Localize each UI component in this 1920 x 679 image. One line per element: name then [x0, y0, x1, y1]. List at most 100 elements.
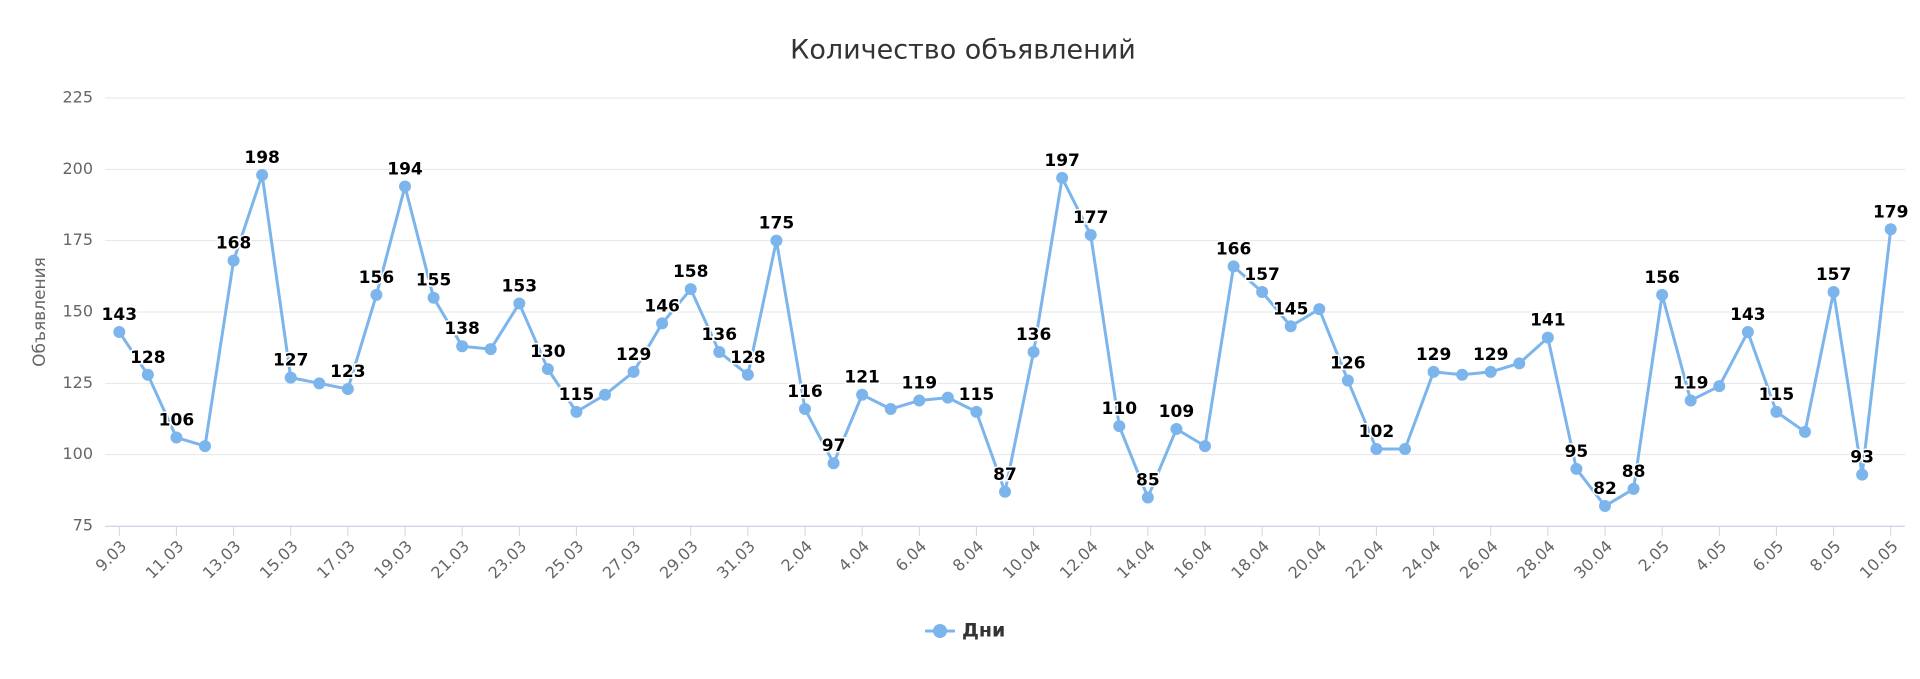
data-point: [1313, 303, 1326, 316]
x-tick-label: 25.03: [542, 537, 588, 583]
data-label: 168: [216, 234, 252, 254]
x-tick-label: 16.04: [1170, 537, 1216, 583]
data-label: 119: [902, 373, 938, 393]
data-point: [1570, 462, 1583, 475]
x-tick-label: 11.03: [142, 537, 188, 583]
data-point: [1141, 491, 1154, 504]
data-point: [1684, 394, 1697, 407]
data-label: 145: [1273, 299, 1309, 319]
data-point: [1741, 325, 1754, 338]
legend: Дни: [925, 620, 1005, 642]
data-point: [1056, 171, 1069, 184]
data-label: 156: [1644, 268, 1680, 288]
x-tick-label: 24.04: [1399, 537, 1445, 583]
x-tick-label: 8.04: [949, 537, 988, 576]
x-tick-label: 31.03: [713, 537, 759, 583]
x-tick-label: 12.04: [1056, 537, 1102, 583]
data-label: 106: [159, 411, 195, 431]
x-tick-label: 21.03: [427, 537, 473, 583]
data-point: [513, 297, 526, 310]
data-point: [999, 485, 1011, 498]
data-label: 109: [1159, 402, 1195, 422]
data-point: [827, 457, 840, 470]
data-label: 177: [1073, 208, 1109, 228]
data-point: [370, 288, 383, 301]
x-tick-label: 4.04: [835, 537, 874, 576]
data-point: [599, 388, 611, 401]
x-tick-label: 28.04: [1513, 537, 1559, 583]
data-label: 153: [502, 276, 538, 296]
x-tick-label: 14.04: [1113, 537, 1159, 583]
data-label: 121: [844, 368, 880, 388]
data-label: 143: [102, 305, 138, 325]
data-label: 136: [1016, 325, 1052, 345]
data-point: [1656, 288, 1669, 301]
data-point: [1399, 442, 1411, 455]
data-label: 136: [702, 325, 738, 345]
x-tick-label: 8.05: [1806, 537, 1845, 576]
data-point: [1541, 331, 1554, 344]
data-point: [456, 340, 469, 353]
data-point: [970, 405, 983, 418]
data-point: [313, 377, 326, 390]
x-tick-label: 2.04: [777, 537, 816, 576]
x-tick-label: 6.05: [1749, 537, 1788, 576]
x-tick-label: 27.03: [599, 537, 645, 583]
x-tick-label: 19.03: [370, 537, 416, 583]
series-line: [118, 173, 1893, 508]
data-point: [141, 368, 154, 381]
data-point: [199, 440, 211, 453]
data-point: [1713, 380, 1726, 393]
data-label: 119: [1673, 373, 1709, 393]
x-tick-label: 13.03: [199, 537, 245, 583]
data-point: [1256, 286, 1269, 299]
y-axis-label: Объявления: [30, 257, 50, 367]
data-point: [541, 363, 554, 376]
data-point: [1827, 286, 1840, 299]
data-point: [1770, 405, 1783, 418]
data-point: [170, 431, 183, 444]
data-point: [856, 388, 869, 401]
x-tick-label: 17.03: [313, 537, 359, 583]
data-label: 156: [359, 268, 395, 288]
data-label: 128: [130, 348, 166, 368]
data-point: [1484, 365, 1497, 378]
x-tick-label: 26.04: [1456, 537, 1502, 583]
data-label: 130: [530, 342, 566, 362]
data-point: [941, 391, 954, 404]
x-tick-label: 29.03: [656, 537, 702, 583]
data-label: 146: [644, 296, 680, 316]
data-label: 115: [559, 385, 595, 405]
data-point: [1084, 228, 1097, 241]
data-point: [627, 365, 640, 378]
data-point: [1599, 500, 1611, 513]
data-point: [913, 394, 926, 407]
data-label: 198: [244, 148, 280, 168]
legend-label: Дни: [962, 620, 1005, 642]
y-tick-label: 150: [62, 302, 93, 321]
data-label: 129: [1473, 345, 1509, 365]
data-point: [770, 234, 783, 247]
data-point: [1856, 468, 1869, 481]
data-label: 87: [993, 465, 1017, 485]
data-label: 197: [1044, 151, 1080, 171]
data-label: 138: [444, 319, 480, 339]
data-label: 115: [1759, 385, 1795, 405]
data-label: 128: [730, 348, 766, 368]
x-tick-label: 20.04: [1284, 537, 1330, 583]
data-point: [427, 291, 440, 304]
data-label: 126: [1330, 353, 1366, 373]
data-label: 194: [387, 159, 423, 179]
data-label: 82: [1593, 479, 1617, 499]
x-tick-label: 15.03: [256, 537, 302, 583]
data-label: 123: [330, 362, 366, 382]
chart-title: Количество объявлений: [790, 35, 1136, 66]
data-label: 166: [1216, 239, 1252, 259]
data-point: [684, 283, 697, 296]
data-label: 129: [616, 345, 652, 365]
x-tick-label: 2.05: [1635, 537, 1674, 576]
y-tick-label: 100: [62, 444, 93, 463]
data-point: [1370, 442, 1383, 455]
data-point: [741, 368, 754, 381]
